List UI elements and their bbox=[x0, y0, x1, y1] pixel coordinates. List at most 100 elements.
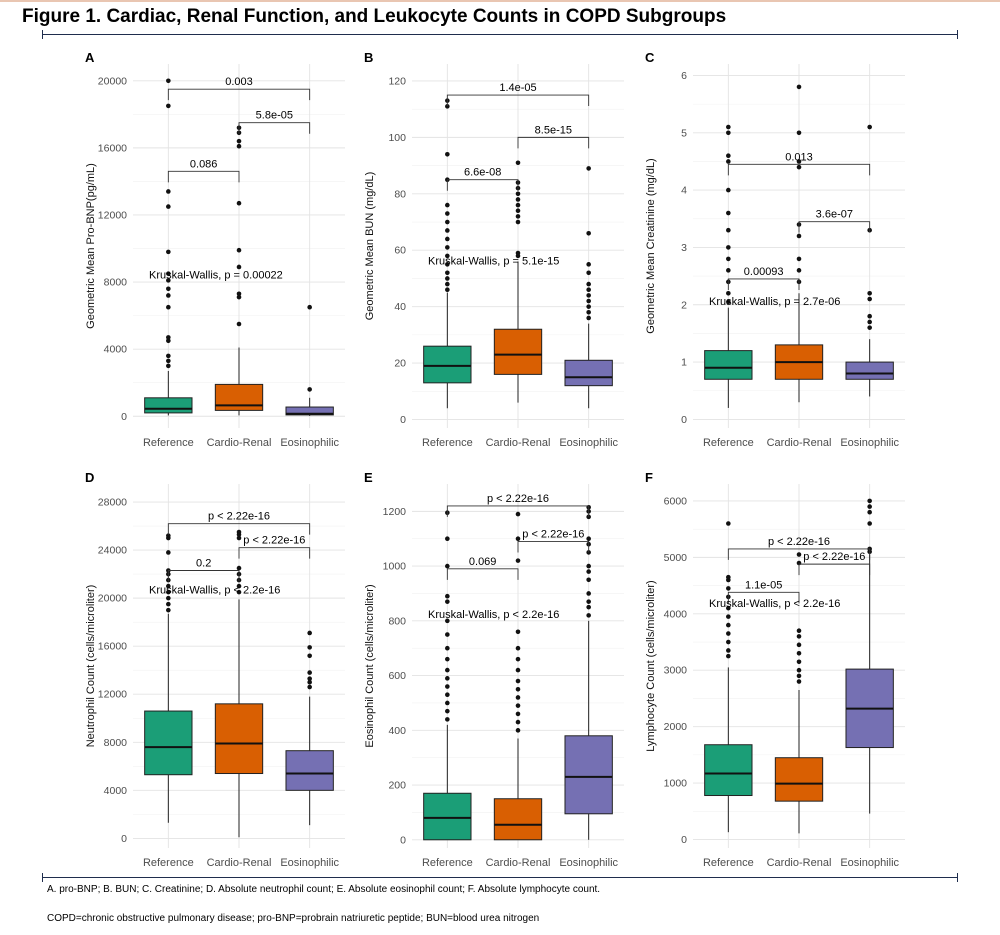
outlier-point bbox=[445, 684, 450, 689]
comparison-bracket: p < 2.22e-16 bbox=[727, 536, 871, 560]
box-iqr bbox=[493, 798, 543, 841]
outlier-point bbox=[236, 294, 242, 300]
y-axis-title: Eosinophil Count (cells/microliter) bbox=[364, 584, 376, 747]
outlier-point bbox=[796, 130, 802, 136]
y-tick-label: 3 bbox=[681, 242, 687, 254]
box-iqr bbox=[144, 710, 193, 776]
outlier-point bbox=[166, 103, 171, 109]
y-tick-label: 12000 bbox=[98, 689, 127, 701]
comparison-bracket: 0.003 bbox=[167, 76, 311, 101]
outlier-point bbox=[445, 656, 450, 662]
outlier-point bbox=[515, 250, 521, 256]
x-tick-label: Cardio-Renal bbox=[767, 437, 832, 449]
outlier-point bbox=[796, 642, 802, 648]
outlier-point bbox=[166, 293, 171, 298]
outlier-point bbox=[867, 124, 872, 130]
outlier-point bbox=[445, 270, 450, 276]
y-tick-label: 1000 bbox=[664, 778, 688, 790]
outlier-point bbox=[726, 124, 731, 130]
p-value-label: 1.4e-05 bbox=[499, 82, 536, 94]
outlier-point bbox=[445, 104, 450, 109]
panel-label: A bbox=[85, 50, 95, 65]
bracket-line bbox=[446, 94, 590, 107]
box-eosinophilic bbox=[285, 304, 334, 416]
box-reference bbox=[144, 533, 193, 823]
outlier-point bbox=[515, 191, 521, 197]
box-reference bbox=[423, 510, 472, 841]
outlier-point bbox=[445, 645, 450, 651]
bracket-line bbox=[727, 591, 800, 604]
outlier-point bbox=[796, 233, 802, 239]
y-tick-label: 0 bbox=[400, 834, 406, 846]
bracket-line bbox=[167, 523, 311, 535]
y-tick-label: 8000 bbox=[104, 277, 128, 289]
y-tick-label: 16000 bbox=[98, 641, 127, 653]
x-tick-label: Eosinophilic bbox=[280, 437, 339, 449]
box-iqr bbox=[285, 406, 334, 416]
comparison-bracket: 8.5e-15 bbox=[517, 124, 590, 149]
bracket-line bbox=[727, 163, 871, 176]
outlier-point bbox=[515, 629, 521, 635]
outlier-point bbox=[515, 695, 521, 700]
x-tick-label: Cardio-Renal bbox=[207, 437, 272, 449]
panel-f: 0 1000 2000 3000 4000 5000 6000 Reference Cardio… bbox=[645, 470, 905, 869]
y-tick-label: 5000 bbox=[664, 552, 688, 564]
outlier-point bbox=[726, 187, 731, 193]
outlier-point bbox=[166, 601, 171, 607]
outlier-point bbox=[796, 634, 802, 639]
outlier-point bbox=[867, 296, 872, 302]
outlier-point bbox=[445, 281, 450, 287]
outlier-point bbox=[796, 256, 802, 262]
box-iqr bbox=[845, 361, 894, 380]
outlier-point bbox=[166, 353, 171, 359]
outlier-point bbox=[307, 679, 312, 685]
outlier-point bbox=[515, 656, 521, 662]
outlier-point bbox=[166, 363, 171, 369]
outlier-point bbox=[796, 552, 802, 557]
outlier-point bbox=[307, 387, 312, 392]
outlier-point bbox=[445, 708, 450, 714]
outlier-point bbox=[867, 313, 872, 319]
outlier-point bbox=[166, 583, 171, 589]
outlier-point bbox=[796, 164, 802, 170]
bottom-rule bbox=[42, 873, 958, 882]
outlier-point bbox=[307, 645, 312, 650]
y-tick-label: 8000 bbox=[104, 737, 128, 749]
outlier-point bbox=[445, 219, 450, 225]
box-eosinophilic bbox=[285, 630, 334, 826]
box-iqr bbox=[144, 397, 193, 414]
kruskal-wallis-label: Kruskal-Wallis, p < 2.2e-16 bbox=[149, 584, 280, 596]
outlier-point bbox=[166, 595, 171, 601]
comparison-bracket: 0.00093 bbox=[727, 266, 800, 290]
p-value-label: 0.2 bbox=[196, 557, 211, 569]
y-tick-label: 0 bbox=[121, 833, 127, 845]
outlier-point bbox=[515, 536, 521, 542]
y-tick-label: 4000 bbox=[104, 785, 128, 797]
outlier-point bbox=[166, 335, 171, 340]
outlier-point bbox=[515, 511, 521, 517]
y-tick-label: 60 bbox=[394, 245, 406, 257]
outlier-point bbox=[445, 632, 450, 637]
x-tick-label: Cardio-Renal bbox=[486, 437, 551, 449]
comparison-bracket: 0.086 bbox=[167, 158, 240, 183]
x-tick-label: Eosinophilic bbox=[559, 437, 618, 449]
outlier-point bbox=[586, 304, 591, 309]
bracket-line bbox=[798, 221, 871, 233]
outlier-point bbox=[445, 253, 450, 259]
p-value-label: p < 2.22e-16 bbox=[487, 493, 549, 505]
comparison-bracket: 1.1e-05 bbox=[727, 579, 800, 604]
kruskal-wallis-label: Kruskal-Wallis, p = 0.00022 bbox=[149, 270, 283, 282]
outlier-point bbox=[586, 298, 591, 304]
outlier-point bbox=[586, 315, 591, 321]
box-eosinophilic bbox=[845, 498, 894, 814]
y-tick-label: 4000 bbox=[664, 608, 688, 620]
x-tick-label: Reference bbox=[143, 857, 194, 869]
outlier-point bbox=[445, 593, 450, 599]
outlier-point bbox=[166, 78, 171, 84]
outlier-point bbox=[236, 247, 242, 253]
y-tick-label: 4 bbox=[681, 185, 687, 197]
outlier-point bbox=[726, 290, 731, 296]
panel-b: 0 20 40 60 80 100 120 Reference Cardio-Renal Eosi… bbox=[364, 50, 624, 449]
outlier-point bbox=[515, 208, 521, 214]
p-value-label: 8.5e-15 bbox=[535, 124, 572, 136]
